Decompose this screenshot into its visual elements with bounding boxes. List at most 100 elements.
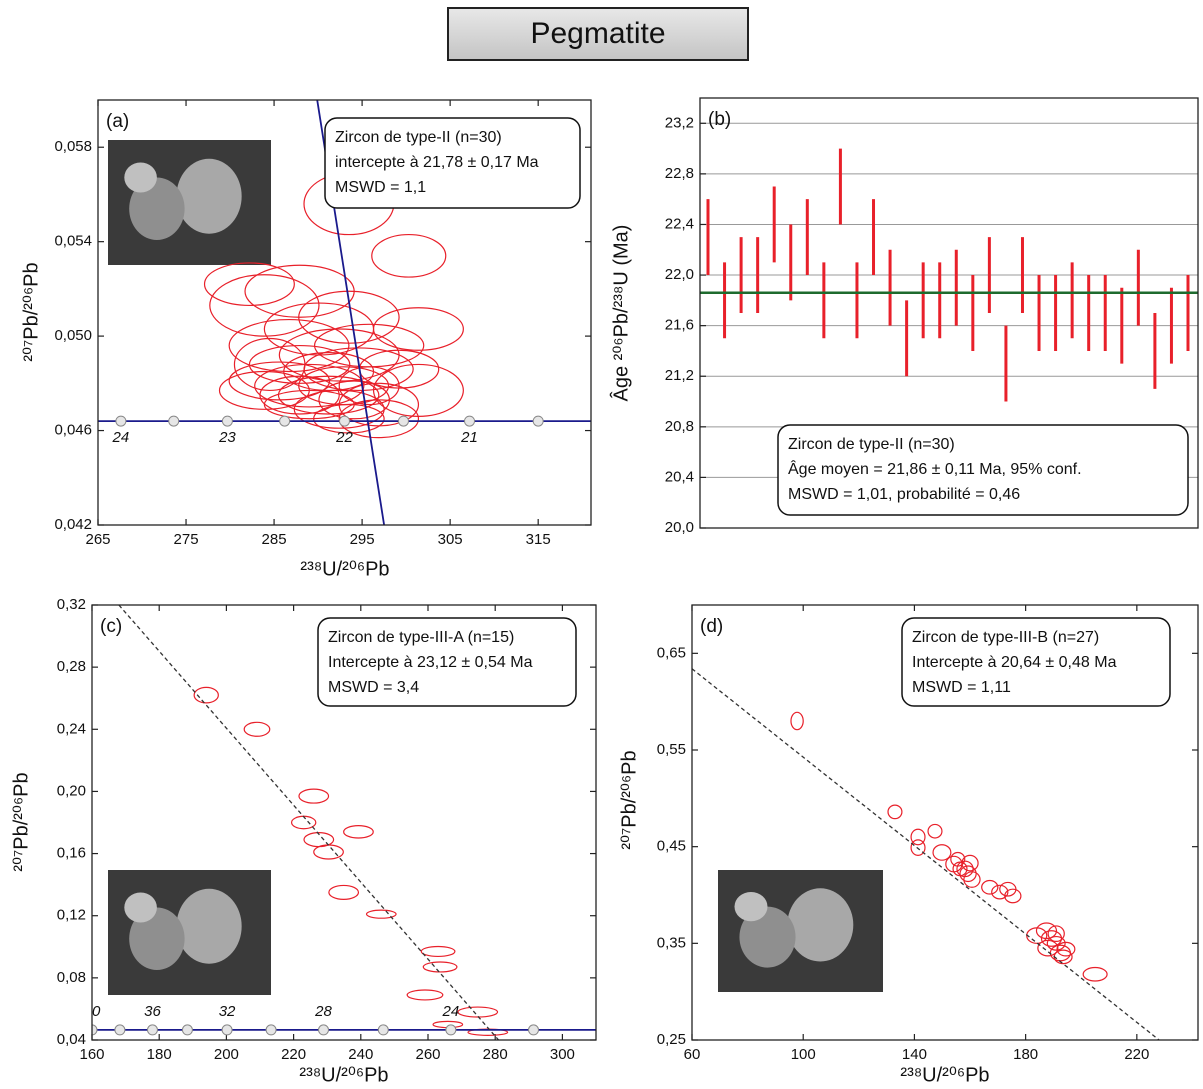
age-label: 40 — [84, 1003, 101, 1020]
y-tick-label: 20,4 — [665, 468, 694, 485]
y-axis-label: Âge ²⁰⁶Pb/²³⁸U (Ma) — [609, 225, 632, 402]
data-ellipse — [1082, 966, 1108, 982]
data-ellipse — [277, 375, 380, 415]
x-tick-label: 275 — [174, 531, 199, 548]
data-ellipse — [457, 1006, 499, 1018]
data-ellipse — [193, 686, 219, 704]
data-ellipse — [406, 989, 444, 1001]
inset-grain — [787, 888, 854, 962]
data-ellipse — [313, 844, 344, 860]
plot-area — [700, 148, 1198, 402]
annotation-text: Zircon de type-III-A (n=15) — [328, 629, 514, 646]
x-axis-label: ²³⁸U/²⁰⁶Pb — [299, 1064, 388, 1086]
concordia-point — [221, 1024, 233, 1036]
x-tick-label: 200 — [214, 1046, 239, 1063]
y-tick-label: 0,12 — [57, 907, 86, 924]
plot-frame — [97, 99, 592, 526]
data-ellipse — [887, 804, 903, 820]
x-tick-label: 280 — [483, 1046, 508, 1063]
title-box — [447, 7, 749, 61]
concordia-point — [265, 1024, 277, 1036]
data-ellipse — [365, 909, 397, 919]
y-axis-label: ²⁰⁷Pb/²⁰⁶Pb — [20, 262, 42, 361]
plot-frame — [691, 604, 1199, 1041]
x-tick-label: 100 — [791, 1046, 816, 1063]
x-tick-label: 240 — [348, 1046, 373, 1063]
data-ellipse — [338, 366, 400, 406]
y-tick-label: 22,4 — [665, 215, 694, 232]
data-ellipse — [338, 399, 420, 439]
data-ellipse — [1047, 925, 1065, 943]
concordia-point — [146, 1024, 158, 1036]
concordia-point — [528, 1024, 540, 1036]
data-ellipse — [950, 851, 966, 867]
concordia-point — [114, 1024, 126, 1036]
inset-grain — [124, 162, 157, 193]
annotation-text: Âge moyen = 21,86 ± 0,11 Ma, 95% conf. — [788, 459, 1082, 478]
x-tick-label: 180 — [147, 1046, 172, 1063]
data-ellipse — [945, 855, 963, 873]
data-ellipse — [318, 380, 390, 420]
x-tick-label: 180 — [1013, 1046, 1038, 1063]
data-ellipse — [1049, 944, 1071, 962]
age-label: 22 — [335, 429, 353, 446]
panel-label: (a) — [106, 111, 129, 132]
annotation-text: MSWD = 1,11 — [912, 679, 1011, 696]
y-tick-label: 0,32 — [57, 596, 86, 613]
y-tick-label: 0,45 — [657, 838, 686, 855]
y-tick-label: 0,65 — [657, 644, 686, 661]
y-tick-label: 0,20 — [57, 782, 86, 799]
age-label: 28 — [314, 1003, 332, 1020]
annotation-box — [324, 117, 581, 209]
data-ellipse — [1046, 935, 1066, 951]
plot-frame — [699, 97, 1199, 529]
concordia-point — [92, 1024, 98, 1036]
y-tick-label: 0,08 — [57, 969, 86, 986]
data-ellipse — [959, 865, 977, 883]
data-ellipse — [209, 274, 320, 337]
annotation-text: MSWD = 3,4 — [328, 679, 419, 696]
age-label: 23 — [218, 429, 236, 446]
panel-label: (d) — [700, 616, 723, 637]
annotation-box — [777, 424, 1189, 516]
data-ellipse — [420, 945, 456, 958]
x-tick-label: 285 — [262, 531, 287, 548]
y-axis-label: ²⁰⁷Pb/²⁰⁶Pb — [618, 750, 640, 849]
data-ellipse — [243, 721, 271, 737]
x-tick-label: 220 — [281, 1046, 306, 1063]
data-ellipse — [328, 884, 360, 901]
inset-grain — [129, 907, 185, 970]
y-tick-label: 0,046 — [54, 422, 92, 439]
data-ellipse — [278, 328, 400, 382]
x-tick-label: 140 — [902, 1046, 927, 1063]
y-tick-label: 0,058 — [54, 138, 92, 155]
annotation-text: Zircon de type-II (n=30) — [788, 436, 955, 453]
age-label: 32 — [219, 1003, 236, 1020]
plot-frame — [91, 604, 597, 1041]
concordia-point — [377, 1024, 389, 1036]
y-tick-label: 0,16 — [57, 845, 86, 862]
x-axis-label: ²³⁸U/²⁰⁶Pb — [300, 558, 389, 580]
concordia-point — [397, 415, 409, 427]
data-ellipse — [910, 839, 926, 856]
x-tick-label: 265 — [85, 531, 110, 548]
y-tick-label: 0,054 — [54, 233, 92, 250]
x-tick-label: 160 — [79, 1046, 104, 1063]
data-ellipse — [293, 389, 385, 429]
plot-area: 40 36 32 28 24 — [84, 605, 596, 1040]
age-label: 24 — [112, 429, 130, 446]
y-tick-label: 0,042 — [54, 516, 92, 533]
concordia-point — [532, 415, 544, 427]
data-ellipse — [313, 403, 385, 434]
y-tick-label: 21,6 — [665, 317, 694, 334]
x-tick-label: 305 — [438, 531, 463, 548]
y-axis-label: ²⁰⁷Pb/²⁰⁶Pb — [10, 772, 32, 871]
inset-grain — [739, 906, 796, 968]
data-ellipse — [999, 881, 1017, 897]
annotation-box — [317, 617, 577, 707]
data-ellipse — [910, 828, 926, 846]
data-ellipse — [259, 375, 340, 415]
age-label: 36 — [144, 1003, 161, 1020]
concordia-point — [339, 415, 350, 427]
y-tick-label: 23,2 — [665, 114, 694, 131]
